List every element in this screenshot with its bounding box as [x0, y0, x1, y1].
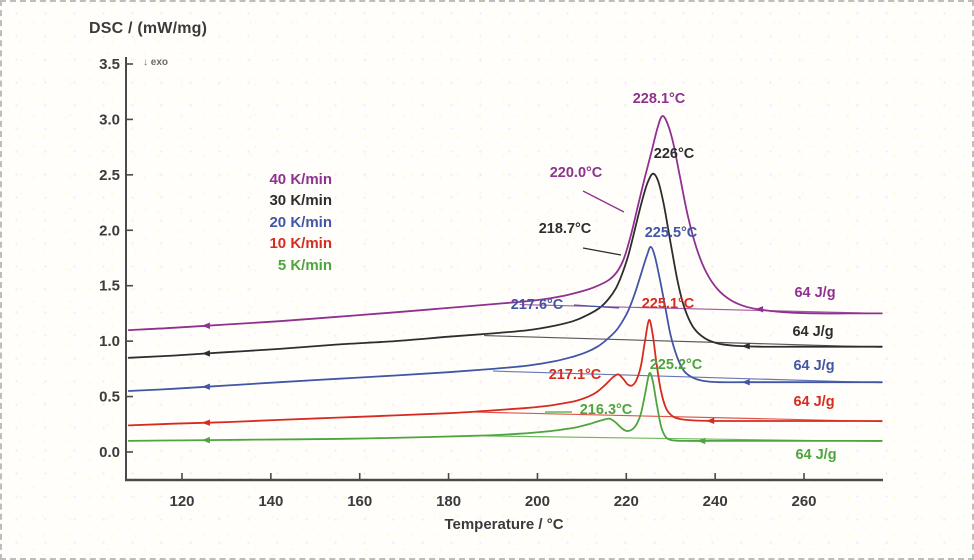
enthalpy-label: 64 J/g [795, 447, 837, 463]
x-axis-label: Temperature / °C [444, 516, 564, 533]
legend-item-10-k-min: 10 K/min [269, 235, 332, 253]
enthalpy-label: 64 J/g [793, 394, 835, 410]
curve-direction-arrow-icon [201, 322, 210, 329]
x-tick-label: 180 [436, 493, 461, 510]
curve-direction-arrow-icon [741, 378, 750, 386]
y-tick-label: 0.0 [99, 444, 120, 461]
peak-label: 226°C [653, 146, 695, 162]
onset-label: 217.1°C [548, 367, 602, 383]
integration-baseline-20-k-min [492, 370, 882, 384]
curve-30-k-min [127, 172, 883, 359]
y-tick-label: 2.5 [99, 167, 120, 184]
y-tick-label: 3.0 [99, 111, 120, 128]
legend-item-30-k-min: 30 K/min [269, 192, 332, 210]
legend: 40 K/min 30 K/min 20 K/min 10 K/min 5 K/min [227, 169, 332, 276]
curve-direction-arrow-icon [201, 350, 210, 357]
integration-baseline-30-k-min [484, 335, 882, 348]
x-tick-label: 120 [169, 493, 194, 510]
y-tick-label: 1.0 [99, 333, 120, 350]
onset-leader-line [582, 247, 622, 256]
onset-leader-line [582, 190, 625, 213]
legend-item-40-k-min: 40 K/min [269, 171, 332, 188]
enthalpy-label: 64 J/g [793, 358, 835, 374]
integration-baseline-40-k-min [519, 303, 882, 314]
enthalpy-label: 64 J/g [792, 324, 834, 340]
legend-item-20-k-min: 20 K/min [269, 213, 332, 231]
curve-direction-arrow-icon [201, 436, 210, 444]
exo-direction-note: ↓ exo [143, 57, 169, 68]
y-tick-label: 1.5 [99, 278, 120, 295]
x-tick-label: 140 [258, 493, 283, 510]
onset-label: 218.7°C [538, 221, 592, 237]
curve-5-k-min [127, 371, 883, 442]
curve-direction-arrow-icon [201, 419, 210, 426]
x-tick-label: 160 [347, 493, 372, 510]
onset-leader-line [573, 304, 620, 309]
curve-direction-arrow-icon [201, 383, 210, 390]
onset-label: 216.3°C [579, 402, 633, 418]
x-tick-label: 240 [703, 493, 728, 510]
enthalpy-label: 64 J/g [794, 285, 836, 301]
peak-label: 225.5°C [644, 225, 698, 241]
x-tick-label: 200 [525, 493, 550, 510]
y-tick-label: 3.5 [99, 56, 120, 73]
y-axis-title: DSC / (mW/mg) [89, 20, 208, 37]
x-tick-label: 260 [792, 493, 817, 510]
peak-label: 225.2°C [649, 357, 703, 373]
x-tick-label: 220 [614, 493, 639, 510]
integration-baseline-10-k-min [475, 411, 882, 423]
curve-direction-arrow-icon [697, 437, 706, 445]
curve-10-k-min [127, 319, 883, 427]
curve-20-k-min [127, 246, 883, 392]
curve-direction-arrow-icon [706, 417, 715, 425]
peak-label: 225.1°C [641, 296, 695, 312]
curve-direction-arrow-icon [755, 306, 764, 313]
onset-label: 220.0°C [549, 165, 603, 181]
y-tick-label: 2.0 [99, 222, 120, 239]
curve-40-k-min [127, 115, 883, 331]
y-tick-label: 0.5 [99, 389, 120, 406]
onset-label: 217.6°C [510, 297, 564, 313]
peak-label: 228.1°C [632, 91, 686, 107]
curve-direction-arrow-icon [741, 342, 750, 350]
legend-item-5-k-min: 5 K/min [277, 256, 332, 274]
